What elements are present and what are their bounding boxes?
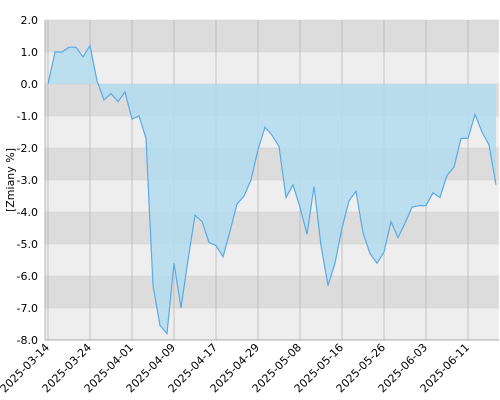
grid-band — [45, 20, 499, 52]
grid-band — [45, 308, 499, 340]
y-axis-label: [Zmiany %] — [4, 148, 17, 212]
y-tick-label: 2.0 — [21, 14, 39, 27]
y-tick-label: 1.0 — [21, 46, 39, 59]
y-tick-label: 0.0 — [21, 78, 39, 91]
y-tick-label: -3.0 — [17, 174, 38, 187]
y-tick-label: -5.0 — [17, 238, 38, 251]
area — [48, 45, 496, 334]
y-tick-label: -2.0 — [17, 142, 38, 155]
grid-band — [45, 52, 499, 84]
y-tick-label: -7.0 — [17, 302, 38, 315]
grid-band — [45, 244, 499, 276]
y-tick-label: -1.0 — [17, 110, 38, 123]
y-tick-label: -8.0 — [17, 334, 38, 347]
y-tick-label: -4.0 — [17, 206, 38, 219]
y-tick-label: -6.0 — [17, 270, 38, 283]
grid-band — [45, 276, 499, 308]
line — [47, 43, 497, 336]
grid-band — [45, 212, 499, 244]
